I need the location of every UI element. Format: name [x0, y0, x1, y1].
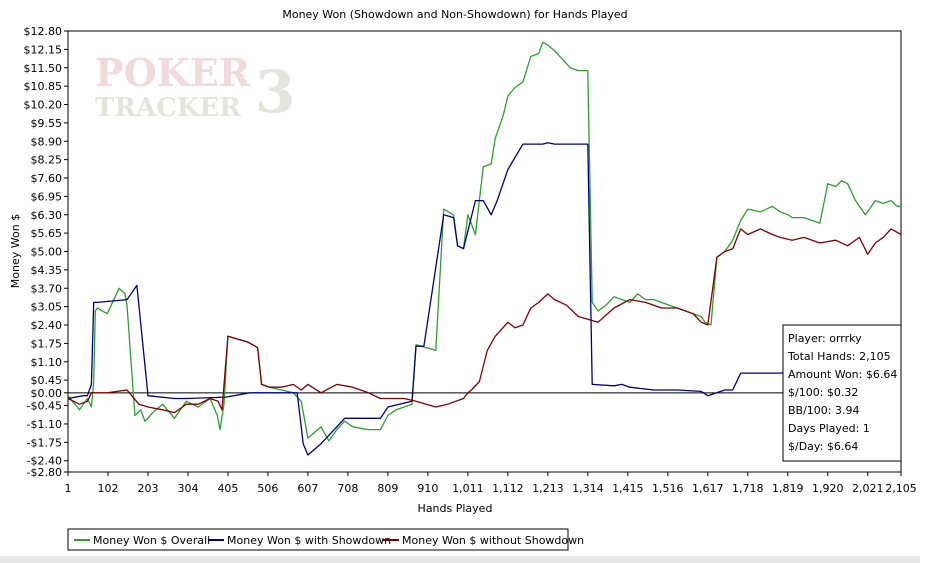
stat-days-played: Days Played: 1 — [788, 422, 870, 435]
stat-total-hands: Total Hands: 2,105 — [787, 350, 891, 363]
y-tick-label: $3.05 — [31, 301, 63, 314]
stat-per-day: $/Day: $6.64 — [788, 440, 858, 453]
x-tick-label: 607 — [297, 482, 318, 495]
x-tick-label: 1,314 — [572, 482, 604, 495]
x-tick-label: 1 — [65, 482, 72, 495]
window-bottom-bar — [0, 556, 920, 563]
player-stats-box: Player: orrrky Total Hands: 2,105 Amount… — [782, 324, 902, 462]
logo-word-poker: POKER — [95, 50, 251, 95]
y-tick-label: $11.50 — [24, 62, 63, 75]
series-layer — [67, 41, 902, 456]
x-tick-label: 405 — [217, 482, 238, 495]
y-tick-label: $8.25 — [31, 154, 63, 167]
x-tick-label: 1,819 — [772, 482, 804, 495]
y-tick-label: $3.70 — [31, 282, 63, 295]
x-tick-label: 1,920 — [812, 482, 844, 495]
legend: Money Won $ Overall Money Won $ with Sho… — [67, 528, 584, 551]
y-tick-label: $5.65 — [31, 227, 63, 240]
x-tick-label: 304 — [177, 482, 198, 495]
y-tick-label: $12.15 — [24, 43, 63, 56]
y-tick-label: $10.20 — [24, 99, 63, 112]
y-tick-label: $10.85 — [24, 80, 63, 93]
x-tick-label: 1,516 — [652, 482, 684, 495]
y-tick-label: -$2.40 — [27, 455, 62, 468]
x-axis: 1 102 203 304 405 506 607 708 809 910 1,011 1,112 1,… — [65, 472, 917, 495]
y-tick-label: $2.40 — [31, 319, 63, 332]
legend-label-showdown: Money Won $ with Showdown — [227, 534, 391, 547]
chart-title: Money Won (Showdown and Non-Showdown) fo… — [282, 8, 627, 21]
y-tick-label: $8.90 — [31, 135, 63, 148]
x-tick-label: 1,011 — [452, 482, 484, 495]
x-tick-label: 506 — [257, 482, 278, 495]
y-tick-label: $4.35 — [31, 264, 63, 277]
y-tick-label: $1.10 — [31, 356, 63, 369]
pokertracker-logo: POKER TRACKER 3 — [95, 50, 295, 126]
x-tick-label: 1,112 — [492, 482, 524, 495]
x-tick-label: 2,105 — [885, 482, 917, 495]
stat-per-100: $/100: $0.32 — [788, 386, 858, 399]
y-tick-label: $5.00 — [31, 246, 63, 259]
x-tick-label: 809 — [377, 482, 398, 495]
y-tick-label: $9.55 — [31, 117, 63, 130]
logo-word-tracker: TRACKER — [95, 93, 241, 123]
x-tick-label: 910 — [417, 482, 438, 495]
stat-player: Player: orrrky — [788, 332, 862, 345]
y-tick-label: $6.30 — [31, 209, 63, 222]
x-tick-label: 1,718 — [732, 482, 764, 495]
y-tick-label: $12.80 — [24, 25, 63, 38]
logo-digit: 3 — [255, 58, 295, 126]
x-tick-label: 1,415 — [612, 482, 644, 495]
x-tick-label: 203 — [137, 482, 158, 495]
y-tick-label: -$1.75 — [27, 436, 62, 449]
series-line-without-showdown — [67, 228, 902, 414]
stat-bb-per-100: BB/100: 3.94 — [788, 404, 860, 417]
x-tick-label: 708 — [337, 482, 358, 495]
y-tick-label: $1.75 — [31, 337, 63, 350]
legend-frame — [67, 528, 569, 551]
y-tick-label: -$1.10 — [27, 418, 62, 431]
x-tick-label: 1,213 — [532, 482, 564, 495]
legend-label-overall: Money Won $ Overall — [93, 534, 210, 547]
y-tick-label: $7.60 — [31, 172, 63, 185]
y-tick-label: -$0.45 — [27, 400, 62, 413]
stat-amount-won: Amount Won: $6.64 — [788, 368, 897, 381]
y-tick-label: $0.00 — [31, 387, 63, 400]
y-axis-label: Money Won $ — [9, 214, 22, 288]
y-tick-label: $0.45 — [31, 374, 63, 387]
legend-label-nonshowdown: Money Won $ without Showdown — [402, 534, 584, 547]
series-line-with-showdown — [67, 142, 902, 456]
x-tick-label: 102 — [97, 482, 118, 495]
x-tick-label: 1,617 — [692, 482, 724, 495]
x-axis-label: Hands Played — [418, 502, 493, 515]
y-tick-label: $6.95 — [31, 190, 63, 203]
stats-box-frame — [782, 324, 902, 462]
y-tick-label: -$2.80 — [27, 466, 62, 479]
x-tick-label: 2,021 — [852, 482, 884, 495]
y-axis: -$2.80-$2.40 -$1.75 -$1.10 -$0.45$0.00$0.45… — [24, 25, 68, 479]
